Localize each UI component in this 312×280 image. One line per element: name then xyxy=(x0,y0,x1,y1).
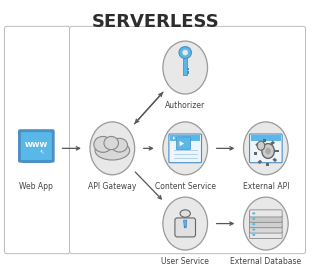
FancyBboxPatch shape xyxy=(250,231,282,239)
Text: Authorizer: Authorizer xyxy=(165,101,205,110)
Ellipse shape xyxy=(243,197,288,250)
Text: API Gateway: API Gateway xyxy=(88,182,137,191)
FancyBboxPatch shape xyxy=(250,134,282,163)
Bar xyxy=(170,135,200,141)
Bar xyxy=(187,71,189,74)
FancyBboxPatch shape xyxy=(177,137,191,150)
FancyBboxPatch shape xyxy=(250,215,282,222)
Ellipse shape xyxy=(262,144,274,158)
Polygon shape xyxy=(19,161,54,163)
Text: Web App: Web App xyxy=(19,182,53,191)
Text: External API: External API xyxy=(243,182,289,191)
Bar xyxy=(187,68,189,71)
Ellipse shape xyxy=(94,136,112,152)
FancyBboxPatch shape xyxy=(70,26,305,254)
Text: External Database: External Database xyxy=(230,257,301,266)
Ellipse shape xyxy=(243,122,288,175)
Ellipse shape xyxy=(180,210,190,217)
Ellipse shape xyxy=(257,141,265,150)
Ellipse shape xyxy=(177,137,178,139)
Bar xyxy=(251,135,281,141)
Ellipse shape xyxy=(163,122,207,175)
Ellipse shape xyxy=(265,148,271,154)
Bar xyxy=(254,152,257,155)
Text: ↖: ↖ xyxy=(40,151,44,156)
Ellipse shape xyxy=(180,137,182,139)
Bar xyxy=(257,160,262,164)
FancyBboxPatch shape xyxy=(19,130,54,162)
FancyBboxPatch shape xyxy=(175,218,196,237)
Ellipse shape xyxy=(252,218,255,220)
Polygon shape xyxy=(184,220,187,228)
Ellipse shape xyxy=(252,234,255,236)
Bar xyxy=(266,163,269,166)
FancyBboxPatch shape xyxy=(169,134,202,163)
Ellipse shape xyxy=(252,212,255,214)
Bar xyxy=(275,150,279,152)
Bar xyxy=(272,158,277,162)
FancyBboxPatch shape xyxy=(21,132,52,160)
Text: Content Service: Content Service xyxy=(155,182,216,191)
Text: SERVERLESS: SERVERLESS xyxy=(92,13,220,31)
Ellipse shape xyxy=(183,50,188,55)
Polygon shape xyxy=(180,141,184,146)
Text: WWW: WWW xyxy=(25,142,48,148)
Ellipse shape xyxy=(173,137,175,139)
Ellipse shape xyxy=(252,223,255,225)
Ellipse shape xyxy=(104,136,119,150)
FancyBboxPatch shape xyxy=(250,226,282,233)
Ellipse shape xyxy=(163,41,207,94)
FancyBboxPatch shape xyxy=(250,221,282,228)
Bar xyxy=(263,139,266,142)
Ellipse shape xyxy=(252,228,255,231)
FancyBboxPatch shape xyxy=(4,26,70,254)
Bar xyxy=(183,56,187,75)
Ellipse shape xyxy=(179,46,192,59)
Bar xyxy=(255,143,260,147)
Bar xyxy=(270,141,275,145)
Text: User Service: User Service xyxy=(161,257,209,266)
Ellipse shape xyxy=(95,141,130,160)
Ellipse shape xyxy=(111,138,128,152)
FancyBboxPatch shape xyxy=(250,210,282,217)
Ellipse shape xyxy=(163,197,207,250)
Ellipse shape xyxy=(90,122,135,175)
